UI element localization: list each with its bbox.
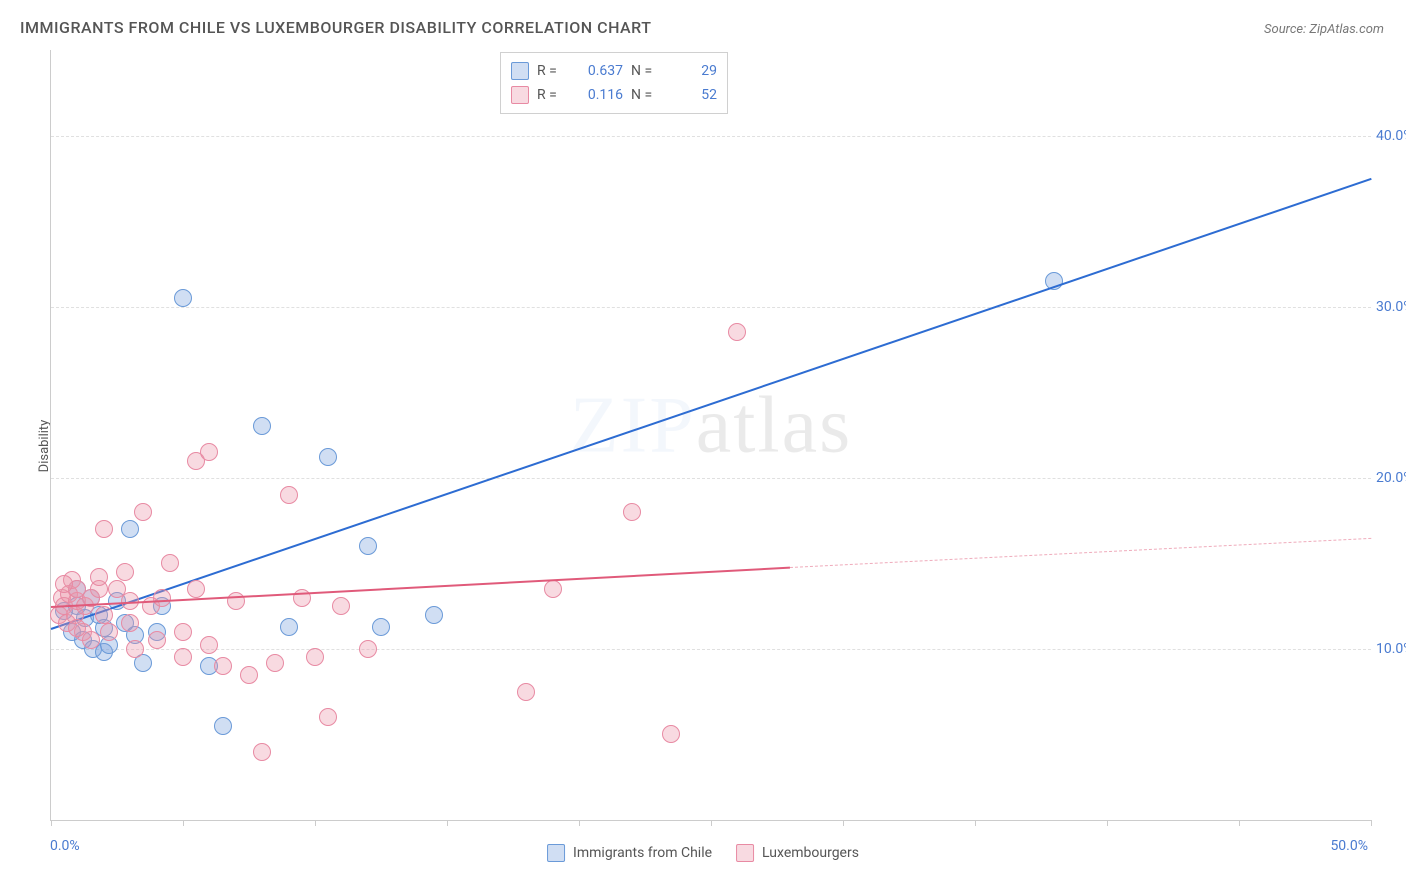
scatter-point	[100, 623, 118, 641]
x-tick-mark	[1239, 820, 1240, 826]
scatter-point	[90, 568, 108, 586]
scatter-point	[126, 640, 144, 658]
scatter-point	[623, 503, 641, 521]
scatter-point	[240, 666, 258, 684]
scatter-point	[728, 323, 746, 341]
x-tick-max: 50.0%	[1330, 838, 1368, 854]
gridline	[51, 649, 1371, 650]
scatter-point	[253, 743, 271, 761]
scatter-point	[95, 520, 113, 538]
legend-r-label: R =	[537, 63, 565, 79]
scatter-point	[253, 417, 271, 435]
gridline	[51, 307, 1371, 308]
legend-r-label: R =	[537, 87, 565, 103]
scatter-point	[293, 589, 311, 607]
scatter-point	[200, 443, 218, 461]
legend-n-value-1: 52	[667, 87, 717, 103]
legend-item-1: Luxembourgers	[736, 844, 859, 862]
scatter-point	[319, 708, 337, 726]
scatter-point	[306, 648, 324, 666]
scatter-point	[121, 520, 139, 538]
legend-swatch-bottom-0	[547, 844, 565, 862]
x-tick-mark	[447, 820, 448, 826]
scatter-point	[134, 503, 152, 521]
scatter-point	[187, 580, 205, 598]
x-tick-mark	[579, 820, 580, 826]
scatter-point	[148, 631, 166, 649]
scatter-point	[517, 683, 535, 701]
x-tick-mark	[315, 820, 316, 826]
watermark: ZIPatlas	[570, 380, 853, 471]
scatter-point	[280, 618, 298, 636]
legend-swatch-0	[511, 62, 529, 80]
x-tick-mark	[711, 820, 712, 826]
legend-row-series-1: R = 0.116 N = 52	[511, 83, 717, 107]
legend-r-value-1: 0.116	[573, 87, 623, 103]
scatter-point	[68, 619, 86, 637]
scatter-point	[425, 606, 443, 624]
scatter-point	[662, 725, 680, 743]
series-legend: Immigrants from Chile Luxembourgers	[547, 844, 859, 862]
x-tick-mark	[1371, 820, 1372, 826]
legend-swatch-bottom-1	[736, 844, 754, 862]
legend-n-value-0: 29	[667, 63, 717, 79]
x-tick-mark	[975, 820, 976, 826]
correlation-legend: R = 0.637 N = 29 R = 0.116 N = 52	[500, 52, 728, 114]
scatter-point	[174, 289, 192, 307]
scatter-point	[153, 589, 171, 607]
trend-line	[51, 567, 790, 608]
scatter-point	[227, 592, 245, 610]
watermark-zip: ZIP	[570, 381, 696, 469]
y-tick-label: 30.0%	[1376, 299, 1406, 315]
x-tick-mark	[183, 820, 184, 826]
scatter-point	[544, 580, 562, 598]
scatter-point	[359, 640, 377, 658]
scatter-point	[372, 618, 390, 636]
scatter-point	[214, 717, 232, 735]
legend-swatch-1	[511, 86, 529, 104]
scatter-point	[55, 575, 73, 593]
scatter-point	[332, 597, 350, 615]
scatter-point	[95, 606, 113, 624]
legend-r-value-0: 0.637	[573, 63, 623, 79]
gridline	[51, 478, 1371, 479]
scatter-point	[174, 623, 192, 641]
legend-row-series-0: R = 0.637 N = 29	[511, 59, 717, 83]
scatter-point	[174, 648, 192, 666]
legend-label-0: Immigrants from Chile	[573, 845, 712, 861]
scatter-point	[214, 657, 232, 675]
y-tick-label: 20.0%	[1376, 470, 1406, 486]
x-tick-mark	[843, 820, 844, 826]
x-tick-mark	[1107, 820, 1108, 826]
scatter-point	[319, 448, 337, 466]
chart-title: IMMIGRANTS FROM CHILE VS LUXEMBOURGER DI…	[20, 18, 651, 37]
trend-line-extension	[790, 538, 1371, 568]
legend-item-0: Immigrants from Chile	[547, 844, 712, 862]
legend-n-label: N =	[631, 63, 659, 79]
chart-plot-area: ZIPatlas 10.0%20.0%30.0%40.0%	[50, 50, 1371, 821]
y-tick-label: 10.0%	[1376, 641, 1406, 657]
scatter-point	[121, 614, 139, 632]
x-tick-mark	[51, 820, 52, 826]
scatter-point	[280, 486, 298, 504]
scatter-point	[200, 636, 218, 654]
gridline	[51, 136, 1371, 137]
scatter-point	[266, 654, 284, 672]
scatter-point	[161, 554, 179, 572]
legend-label-1: Luxembourgers	[762, 845, 859, 861]
scatter-point	[359, 537, 377, 555]
source-label: Source: ZipAtlas.com	[1264, 22, 1384, 37]
watermark-atlas: atlas	[696, 381, 853, 469]
y-tick-label: 40.0%	[1376, 128, 1406, 144]
x-tick-min: 0.0%	[50, 838, 80, 854]
legend-n-label: N =	[631, 87, 659, 103]
trend-line	[51, 178, 1372, 630]
scatter-point	[116, 563, 134, 581]
